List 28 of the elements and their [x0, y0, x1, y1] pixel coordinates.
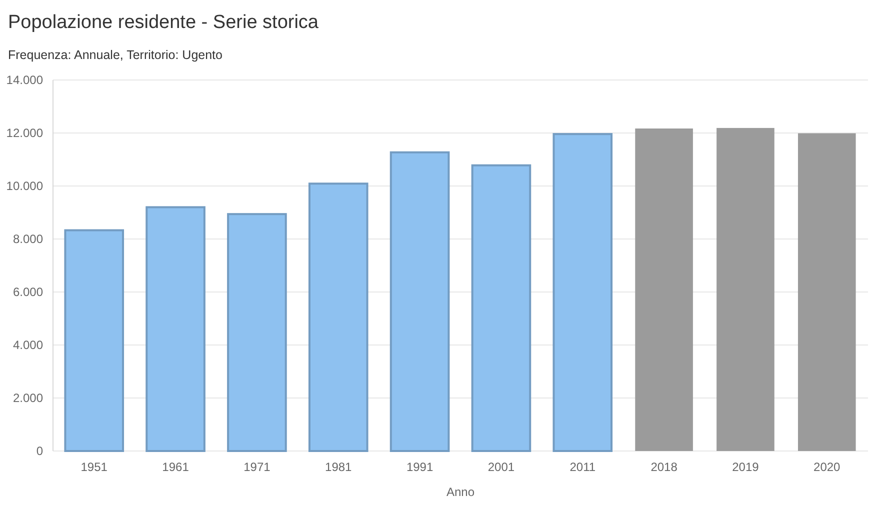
- bar: [471, 164, 532, 452]
- x-tick-label: 1961: [162, 460, 190, 474]
- chart-subtitle: Frequenza: Annuale, Territorio: Ugento: [8, 48, 223, 62]
- x-tick-label: 1971: [244, 460, 271, 474]
- chart-title: Popolazione residente - Serie storica: [8, 12, 319, 33]
- x-tick-label: 2019: [732, 460, 760, 474]
- bar: [227, 213, 287, 452]
- x-tick-label: 1951: [80, 460, 108, 474]
- y-tick-label: 2.000: [12, 391, 44, 406]
- x-tick-label: 2001: [488, 460, 515, 474]
- x-tick-label: 2018: [650, 460, 678, 474]
- x-axis-title: Anno: [446, 485, 475, 499]
- y-tick-label: 8.000: [12, 232, 44, 246]
- y-tick-label: 4.000: [12, 338, 44, 352]
- x-tick-label: 1981: [325, 460, 352, 474]
- x-tick-label: 1991: [406, 460, 434, 474]
- bar: [146, 206, 206, 452]
- y-tick-label: 14.000: [6, 73, 44, 88]
- bar: [390, 151, 450, 452]
- x-tick-label: 2020: [814, 460, 841, 474]
- y-tick-label: 10.000: [6, 179, 44, 194]
- y-tick-label: 6.000: [12, 285, 44, 300]
- y-tick-label: 0: [36, 444, 44, 458]
- y-tick-label: 12.000: [6, 126, 44, 140]
- bar: [308, 182, 368, 452]
- bar: [64, 229, 124, 452]
- bar: [552, 133, 613, 452]
- x-tick-label: 2011: [570, 460, 596, 474]
